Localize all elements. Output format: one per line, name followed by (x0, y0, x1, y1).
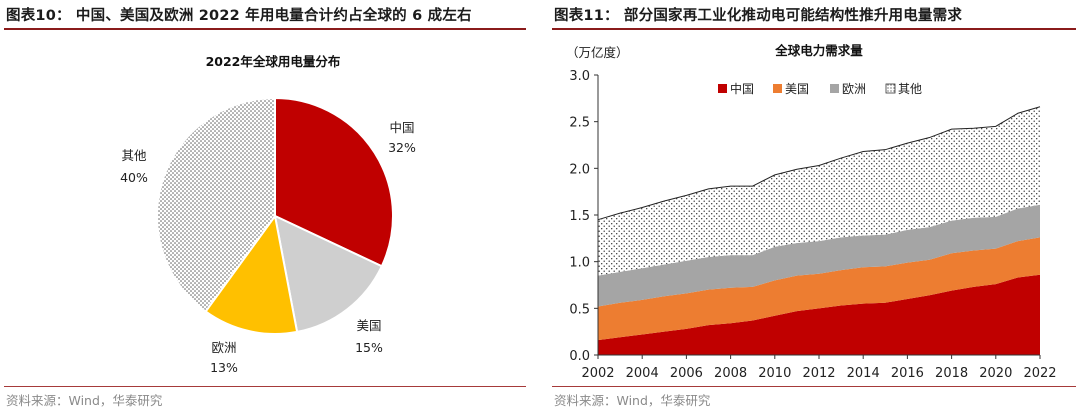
pie-label-name-3: 欧洲 (211, 340, 236, 355)
area-chart-title: 全球电力需求量 (774, 43, 863, 58)
area-unit-label: （万亿度） (566, 45, 629, 60)
footer-rule-right (552, 386, 1076, 387)
y-tick-label-5: 2.0 (569, 162, 590, 177)
x-tick-label-4: 2008 (714, 366, 747, 381)
area-chart: 全球电力需求量 （万亿度） 0.0 0.5 1.0 1.5 2.0 2.5 3.0 2002 200… (566, 43, 1057, 381)
area-series-3 (598, 204, 1040, 307)
x-tick-label-5: 2010 (758, 366, 791, 381)
pie-slice-2 (273, 214, 384, 334)
title-rule-right (552, 28, 1076, 30)
pie-label-percent-1: 32% (388, 140, 416, 155)
x-tick-label-6: 2012 (802, 366, 835, 381)
pie-chart-title: 2022年全球用电量分布 (206, 54, 341, 69)
y-tick-label-3: 1.0 (569, 256, 590, 271)
source-right: 资料来源：Wind，华泰研究 (554, 393, 711, 408)
pie-label-name-1: 中国 (389, 120, 414, 135)
legend-swatch-4 (885, 83, 896, 94)
pie-slice-4 (156, 96, 276, 313)
legend-label-2: 美国 (785, 82, 809, 96)
y-tick-label-7: 3.0 (569, 69, 590, 84)
figure-title-right: 图表11： 部分国家再工业化推动电可能结构性推升用电量需求 (554, 8, 963, 24)
figure-title-left: 图表10： 中国、美国及欧洲 2022 年用电量合计约占全球的 6 成左右 (6, 8, 472, 24)
y-tick-label-6: 2.5 (569, 116, 590, 131)
area-series-1 (598, 274, 1040, 355)
title-rule-left (4, 28, 526, 30)
x-tick-label-7: 2014 (847, 366, 880, 381)
y-tick-label-2: 0.5 (569, 302, 590, 317)
legend-label-4: 其他 (898, 82, 922, 96)
area-series-2 (598, 237, 1040, 341)
x-tick-label-3: 2006 (670, 366, 703, 381)
area-series-4-outline (597, 106, 1041, 221)
pie-label-percent-3: 13% (210, 360, 238, 375)
x-tick-label-10: 2020 (979, 366, 1012, 381)
x-tick-label-11: 2022 (1023, 366, 1056, 381)
pie-slice-1 (274, 96, 394, 268)
panel-pie: 图表10： 中国、美国及欧洲 2022 年用电量合计约占全球的 6 成左右 20… (0, 0, 530, 411)
legend-label-3: 欧洲 (842, 82, 866, 96)
pie-slice-3 (204, 213, 299, 335)
pie-label-name-4: 其他 (121, 148, 147, 163)
x-tick-label-9: 2018 (935, 366, 968, 381)
y-tick-label-1: 0.0 (569, 349, 590, 364)
legend-swatch-1 (718, 84, 727, 93)
x-tick-label-8: 2016 (891, 366, 924, 381)
pie-label-percent-4: 40% (120, 170, 148, 185)
pie-label-percent-2: 15% (355, 340, 383, 355)
legend-swatch-3 (830, 84, 839, 93)
footer-rule-left (4, 386, 526, 387)
source-left: 资料来源：Wind，华泰研究 (6, 393, 163, 408)
x-tick-label-2: 2004 (626, 366, 659, 381)
pie-label-name-2: 美国 (356, 318, 381, 333)
legend-swatch-2 (773, 84, 782, 93)
y-tick-label-4: 1.5 (569, 209, 590, 224)
x-tick-label-1: 2002 (581, 366, 614, 381)
panel-area: 图表11： 部分国家再工业化推动电可能结构性推升用电量需求 全球电力需求量 （万亿… (548, 0, 1080, 411)
legend-label-1: 中国 (730, 81, 754, 96)
area-series-4 (598, 106, 1040, 276)
